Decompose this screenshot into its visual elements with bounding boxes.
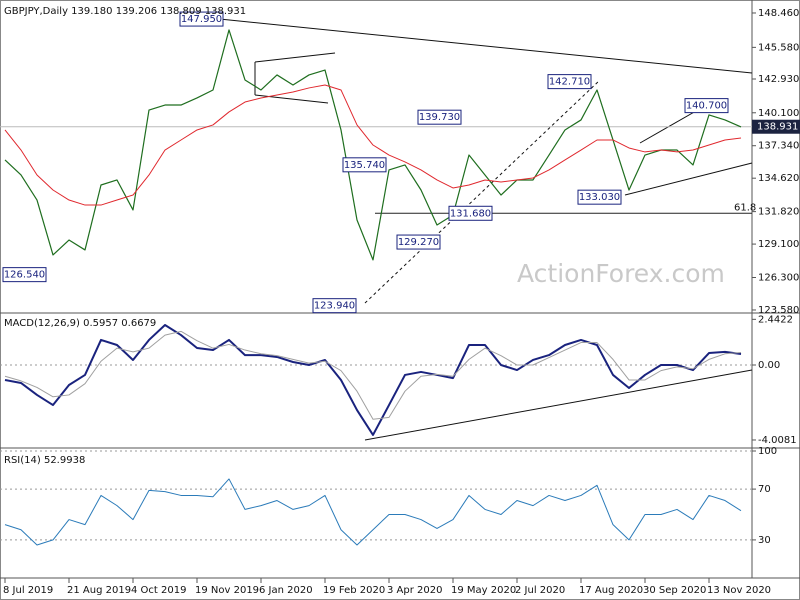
- price-tag: [752, 119, 800, 134]
- annotation-label: 123.940: [314, 301, 355, 312]
- y-tick-label: 30: [758, 535, 771, 546]
- y-tick-label: 126.300: [758, 273, 799, 284]
- annotation-label: 126.540: [4, 270, 45, 281]
- x-tick-label: 21 Aug 2019: [67, 585, 131, 596]
- annotation-label: 131.680: [450, 208, 491, 219]
- y-tick-label: 100: [758, 446, 777, 457]
- annotation-box: [312, 298, 357, 314]
- annotation-box: [2, 267, 47, 283]
- x-tick-label: 19 Feb 2020: [323, 585, 385, 596]
- y-tick-label: 2.4422: [758, 314, 793, 325]
- trend-line: [624, 162, 753, 196]
- series-line: [4, 478, 742, 546]
- trend-line: [364, 369, 753, 441]
- x-tick-label: 17 Aug 2020: [579, 585, 643, 596]
- y-tick-label: 134.620: [758, 173, 799, 184]
- y-tick-label: 70: [758, 484, 771, 495]
- y-tick-label: 129.100: [758, 239, 799, 250]
- series-line: [4, 323, 742, 436]
- panel-title: MACD(12,26,9) 0.5957 0.6679: [4, 318, 156, 329]
- x-tick-label: 6 Jan 2020: [259, 585, 313, 596]
- x-tick-label: 3 Apr 2020: [387, 585, 442, 596]
- x-tick-label: 19 May 2020: [451, 585, 516, 596]
- annotation-box: [547, 74, 592, 90]
- x-tick-label: 13 Nov 2020: [707, 585, 771, 596]
- x-tick-label: 4 Oct 2019: [131, 585, 186, 596]
- annotation-box: [684, 98, 729, 114]
- fib-label: 61.8: [734, 202, 756, 213]
- y-tick-label: 148.460: [758, 8, 799, 19]
- price-tag-label: 138.931: [757, 122, 798, 133]
- trend-line: [254, 52, 336, 63]
- y-tick-label: 142.930: [758, 74, 799, 85]
- annotation-box: [396, 234, 441, 250]
- x-tick-label: 19 Nov 2019: [195, 585, 259, 596]
- annotation-label: 135.740: [344, 160, 385, 171]
- series-line: [4, 29, 742, 261]
- trend-line: [199, 16, 753, 74]
- annotation-box: [448, 205, 493, 221]
- x-tick-label: 2 Jul 2020: [515, 585, 565, 596]
- x-tick-label: 8 Jul 2019: [3, 585, 53, 596]
- annotation-label: 133.030: [579, 192, 620, 203]
- annotation-label: 139.730: [419, 112, 460, 123]
- annotation-label: 129.270: [398, 237, 439, 248]
- annotation-label: 140.700: [686, 101, 727, 112]
- panel-title: RSI(14) 52.9938: [4, 455, 85, 466]
- watermark: ActionForex.com: [517, 259, 725, 288]
- panel-title: GBPJPY,Daily 139.180 139.206 138.809 138…: [4, 6, 246, 17]
- annotation-box: [577, 189, 622, 205]
- y-tick-label: 140.100: [758, 108, 799, 119]
- annotation-label: 147.950: [181, 14, 222, 25]
- y-tick-label: 131.820: [758, 207, 799, 218]
- annotation-box: [342, 157, 387, 173]
- y-tick-label: 137.340: [758, 141, 799, 152]
- annotation-box: [417, 109, 462, 125]
- y-tick-label: 0.00: [758, 360, 780, 371]
- y-tick-label: 145.580: [758, 42, 799, 53]
- annotation-box: [179, 11, 224, 27]
- x-tick-label: 30 Sep 2020: [643, 585, 706, 596]
- series-line: [4, 84, 742, 206]
- y-tick-label: -4.0081: [758, 435, 797, 446]
- y-tick-label: 123.580: [758, 305, 799, 316]
- annotation-label: 142.710: [549, 77, 590, 88]
- series-line: [4, 330, 742, 420]
